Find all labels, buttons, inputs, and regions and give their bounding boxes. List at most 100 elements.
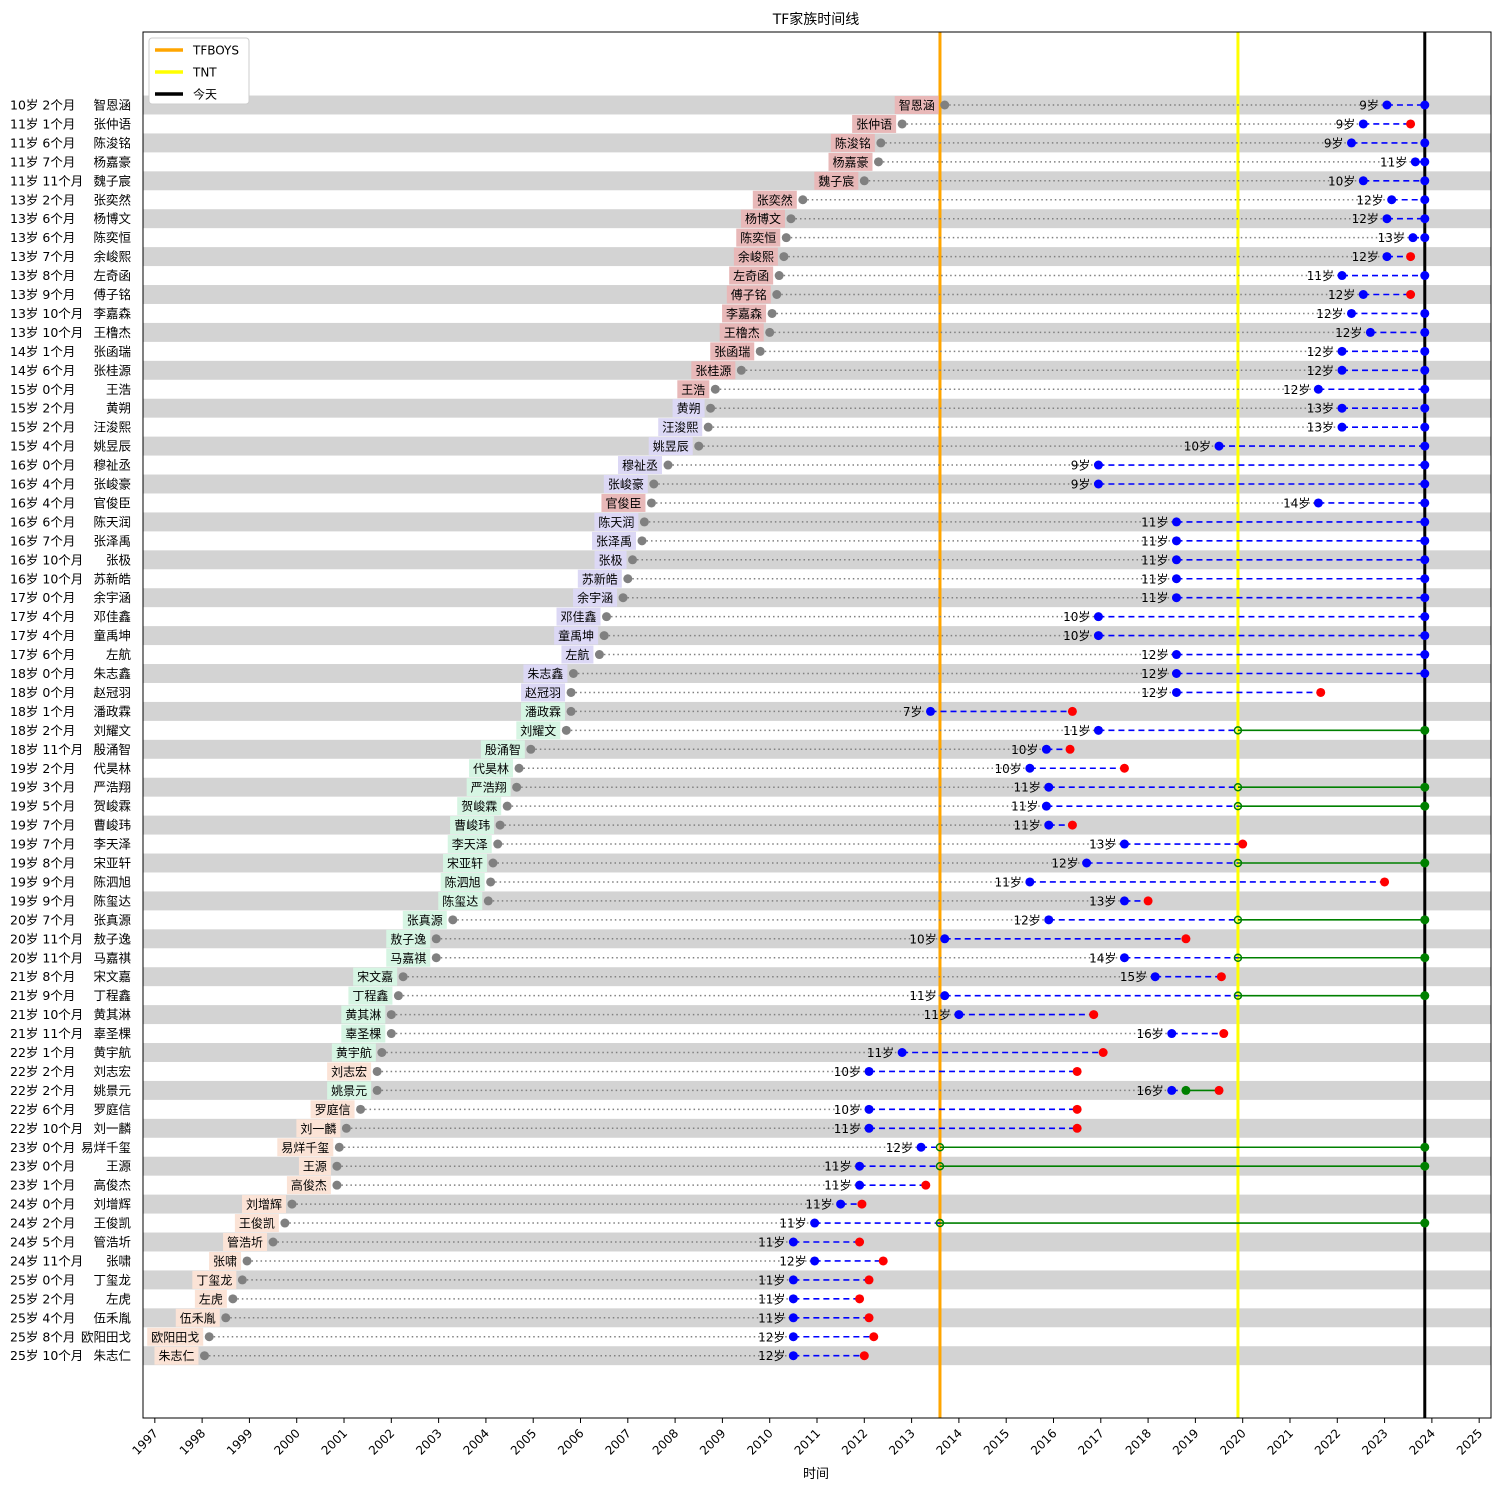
leave-dot (864, 1275, 874, 1285)
row-stripe (143, 739, 1491, 759)
row-stripe (143, 95, 1491, 115)
age-label: 19岁 9个月 (10, 893, 75, 908)
member-row: 张啸 12岁 (209, 1251, 888, 1270)
member-row: 易烊千玺 12岁 (277, 1138, 1430, 1157)
birth-dot (594, 650, 604, 660)
join-age-label: 13岁 (1089, 893, 1116, 908)
age-label: 13岁 10个月 (10, 306, 83, 321)
member-name-label: 苏新皓 (93, 571, 131, 586)
end-dot (1420, 498, 1430, 508)
birth-dot (431, 953, 441, 963)
age-label: 20岁 11个月 (10, 950, 83, 965)
x-tick-label: 2009 (697, 1426, 728, 1457)
name-box (480, 740, 525, 759)
age-label: 17岁 6个月 (10, 647, 75, 662)
name-label: 杨博文 (745, 211, 781, 226)
name-box (331, 1043, 376, 1062)
end-dot (1420, 953, 1430, 963)
join-dot (1044, 820, 1054, 830)
name-box (601, 493, 646, 512)
member-row: 魏子宸 10岁 (814, 171, 1430, 190)
leave-dot (1143, 896, 1153, 906)
birth-dot (710, 384, 720, 394)
member-name-label: 刘耀文 (93, 723, 131, 738)
member-name-label: 邓佳鑫 (93, 609, 131, 624)
member-row: 王源 11岁 (298, 1157, 1430, 1176)
member-row: 朱志鑫 12岁 (523, 664, 1430, 683)
end-dot (1420, 593, 1430, 603)
end-dot (1420, 346, 1430, 356)
name-label: 宋亚轩 (447, 856, 483, 871)
name-box (594, 550, 627, 569)
leave-dot (1065, 744, 1075, 754)
birth-dot (486, 877, 496, 887)
leave-dot (1216, 972, 1226, 982)
member-row: 姚景元 16岁 (327, 1081, 1224, 1100)
row-stripe (143, 247, 1491, 267)
join-dot (1313, 384, 1323, 394)
age-label: 20岁 11个月 (10, 931, 83, 946)
name-label: 张峻豪 (608, 477, 644, 492)
name-box (277, 1138, 334, 1157)
end-dot (1420, 176, 1430, 186)
age-label: 16岁 0个月 (10, 458, 75, 473)
birth-dot (628, 555, 638, 565)
name-box (618, 456, 663, 475)
name-label: 朱志仁 (158, 1349, 194, 1363)
birth-dot (372, 1066, 382, 1076)
join-age-label: 11岁 (758, 1291, 785, 1306)
join-dot (1382, 100, 1392, 110)
name-box (241, 1195, 286, 1214)
birth-dot (873, 157, 883, 167)
member-name-label: 易烊千玺 (81, 1140, 131, 1155)
birth-dot (495, 820, 505, 830)
member-name-label: 代昊林 (93, 761, 131, 776)
member-row: 贺峻霖 11岁 (457, 797, 1430, 816)
age-label: 19岁 3个月 (10, 780, 75, 795)
name-label: 陈玺达 (442, 893, 478, 908)
birth-dot (568, 669, 578, 678)
row-stripe (143, 550, 1491, 570)
member-row: 王橹杰 12岁 (719, 323, 1430, 342)
age-label: 18岁 2个月 (10, 723, 75, 738)
member-name-label: 王俊凯 (93, 1216, 131, 1231)
join-age-label: 11岁 (1141, 571, 1168, 586)
x-tick-label: 2014 (934, 1426, 965, 1457)
name-box (457, 797, 502, 816)
join-dot (1041, 801, 1051, 811)
member-name-label: 曹峻玮 (93, 818, 131, 833)
name-box (752, 190, 797, 209)
name-box (591, 531, 636, 550)
end-dot (1420, 782, 1430, 792)
age-label: 16岁 7个月 (10, 533, 75, 548)
birth-dot (772, 290, 782, 299)
x-tick-label: 2010 (744, 1426, 775, 1457)
join-age-label: 11岁 (834, 1121, 861, 1136)
leave-dot (855, 1237, 865, 1247)
end-dot (1420, 384, 1430, 394)
join-dot (940, 934, 950, 944)
member-name-label: 杨博文 (93, 211, 131, 226)
member-row: 左虎 11岁 (194, 1289, 865, 1308)
member-row: 汪浚熙 13岁 (658, 418, 1430, 437)
name-box (310, 1100, 355, 1119)
join-dot (1093, 631, 1103, 641)
end-dot (1420, 327, 1430, 337)
member-row: 马嘉祺 14岁 (386, 948, 1430, 967)
row-stripe (143, 285, 1491, 304)
birth-dot (859, 176, 869, 186)
name-label: 官俊臣 (605, 495, 641, 510)
debut-dot (1233, 858, 1243, 868)
name-box (691, 361, 736, 380)
row-stripe (143, 512, 1491, 532)
name-label: 陈泗旭 (445, 874, 481, 889)
name-label: 刘志宏 (331, 1064, 367, 1079)
x-tick-label: 1999 (224, 1426, 255, 1457)
debut-dot (935, 1218, 945, 1228)
name-box (648, 437, 693, 456)
name-label: 朱志鑫 (527, 666, 563, 681)
join-age-label: 11岁 (924, 1007, 951, 1022)
member-row: 余峻熙 12岁 (733, 247, 1416, 266)
name-label: 黄其淋 (345, 1008, 381, 1022)
join-age-label: 12岁 (1352, 249, 1379, 264)
